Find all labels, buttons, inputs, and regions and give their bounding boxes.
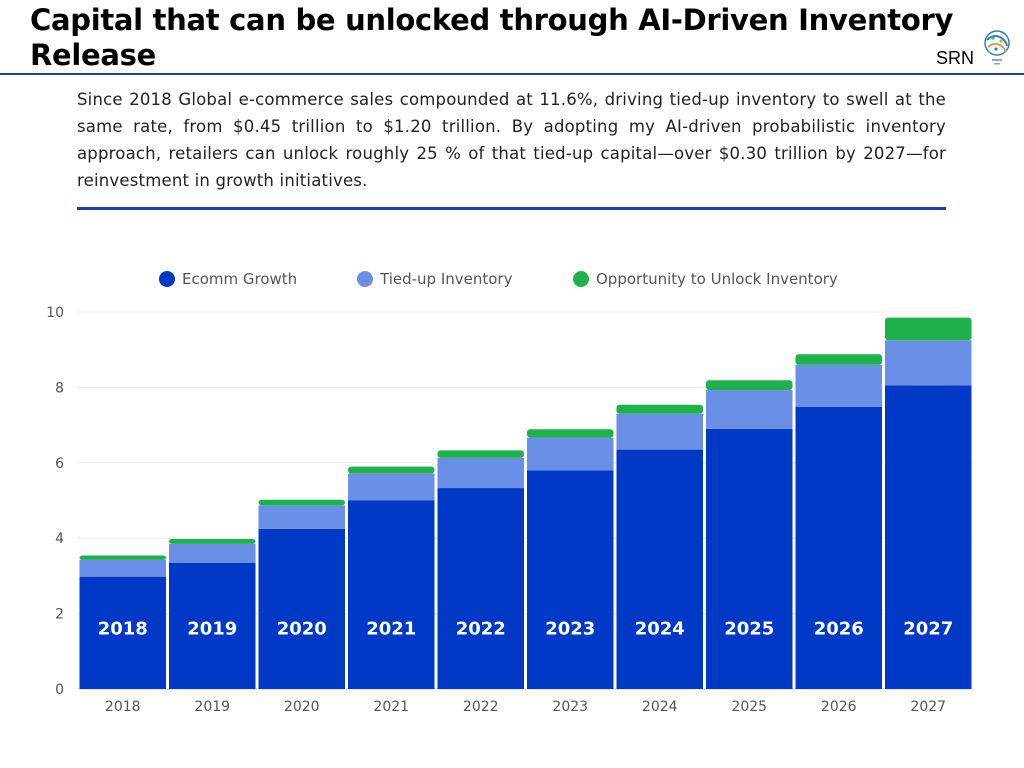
x-tick-label: 2027 xyxy=(910,699,946,715)
bar-segment xyxy=(348,500,435,689)
x-tick-label: 2024 xyxy=(642,699,678,715)
bar-segment xyxy=(527,437,614,471)
bar-label: 2018 xyxy=(98,618,148,639)
bar-segment xyxy=(258,505,345,529)
description-text: Since 2018 Global e-commerce sales compo… xyxy=(77,90,946,190)
bar-label: 2022 xyxy=(456,618,506,639)
bar-segment xyxy=(437,457,524,489)
legend-label: Ecomm Growth xyxy=(182,270,297,288)
logo: SRN xyxy=(936,28,1016,76)
bar-segment xyxy=(437,488,524,689)
bar-segment xyxy=(527,429,614,438)
x-tick-label: 2026 xyxy=(821,699,857,715)
bar-segment xyxy=(706,428,793,689)
x-tick-label: 2018 xyxy=(105,699,141,715)
bar-segment xyxy=(795,364,882,408)
bar-segment xyxy=(169,543,256,563)
bar-label: 2025 xyxy=(724,618,774,639)
bar-segment xyxy=(348,473,435,501)
legend-marker xyxy=(357,271,373,287)
bar-segment xyxy=(527,470,614,689)
bar-segment xyxy=(348,466,435,474)
legend-label: Opportunity to Unlock Inventory xyxy=(596,270,838,288)
y-tick-label: 2 xyxy=(55,607,64,623)
x-tick-label: 2025 xyxy=(731,699,767,715)
bar-segment xyxy=(79,559,166,577)
bar-segment xyxy=(258,528,345,689)
legend-marker xyxy=(573,271,589,287)
bar-segment xyxy=(258,499,345,506)
bar-segment xyxy=(169,562,256,689)
x-tick-label: 2023 xyxy=(552,699,588,715)
bar-segment xyxy=(437,450,524,458)
bar-segment xyxy=(795,407,882,689)
bar-segment xyxy=(79,576,166,689)
bar-segment xyxy=(885,340,972,386)
legend-label: Tied-up Inventory xyxy=(379,270,513,288)
legend-marker xyxy=(159,271,175,287)
stacked-bar-chart: 0 2 4 6 8 10 Ecomm Growth Tied-up Inventory Oppo… xyxy=(46,270,973,715)
bar-segment xyxy=(706,390,793,429)
page-title: Capital that can be unlocked through AI-… xyxy=(30,3,954,72)
description-divider xyxy=(77,207,946,210)
bar-segment xyxy=(79,555,166,560)
bar-label: 2023 xyxy=(545,618,595,639)
bar-label: 2019 xyxy=(187,618,237,639)
bar-label: 2027 xyxy=(903,618,953,639)
y-tick-label: 0 xyxy=(55,682,64,698)
x-tick-label: 2021 xyxy=(373,699,409,715)
y-tick-label: 8 xyxy=(55,380,64,396)
bar-segment xyxy=(706,380,793,391)
bar-label: 2026 xyxy=(814,618,864,639)
x-tick-label: 2020 xyxy=(284,699,320,715)
bar-segment xyxy=(616,413,703,450)
globe-icon xyxy=(984,30,1010,65)
bar-segment xyxy=(616,404,703,414)
bar-segment xyxy=(885,385,972,689)
logo-text: SRN xyxy=(936,48,975,68)
title-divider xyxy=(0,73,1024,75)
bar-label: 2024 xyxy=(635,618,685,639)
bar-segment xyxy=(169,538,256,544)
x-tick-label: 2022 xyxy=(463,699,499,715)
bar-segment xyxy=(885,317,972,341)
y-tick-label: 4 xyxy=(55,531,64,547)
y-tick-label: 6 xyxy=(55,456,64,472)
bar-label: 2020 xyxy=(277,618,327,639)
bar-label: 2021 xyxy=(366,618,416,639)
bar-segment xyxy=(616,449,703,689)
y-tick-label: 10 xyxy=(46,305,64,321)
x-tick-label: 2019 xyxy=(194,699,230,715)
bar-segment xyxy=(795,354,882,365)
